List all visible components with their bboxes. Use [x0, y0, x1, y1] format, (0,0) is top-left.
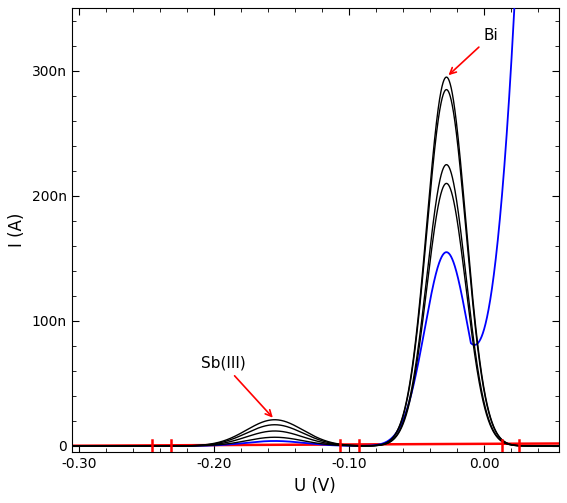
- Text: Sb(III): Sb(III): [201, 356, 272, 416]
- Y-axis label: I (A): I (A): [9, 213, 26, 247]
- X-axis label: U (V): U (V): [294, 477, 336, 494]
- Text: Bi: Bi: [450, 28, 498, 74]
